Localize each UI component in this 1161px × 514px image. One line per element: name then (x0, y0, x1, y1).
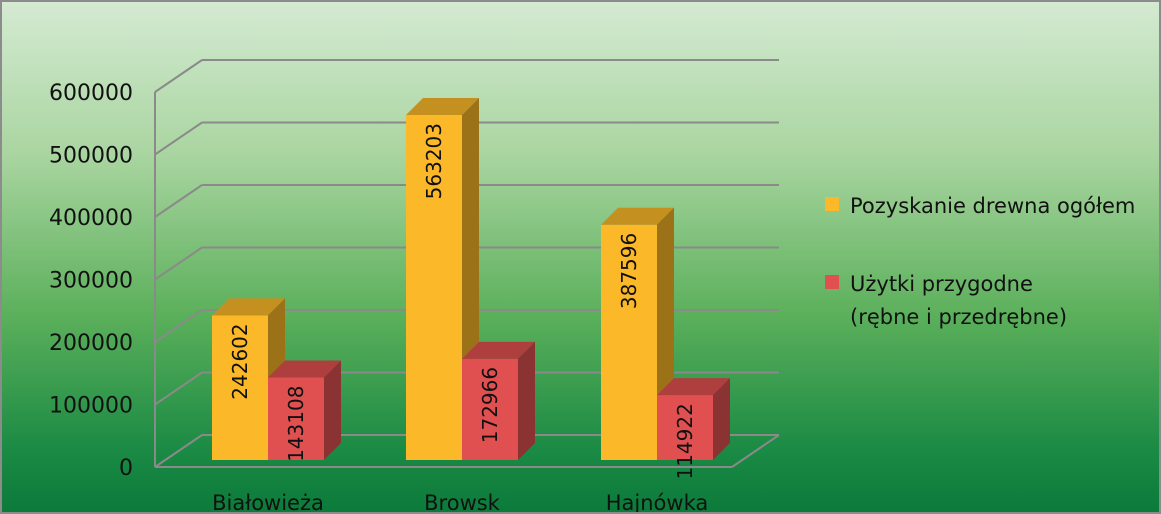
data-label: 563203 (422, 123, 446, 199)
legend-swatch (825, 197, 839, 211)
y-tick-label: 500000 (49, 144, 133, 169)
legend-swatch (825, 275, 839, 289)
gridline-diagonal (155, 373, 202, 405)
y-tick-label: 600000 (49, 81, 133, 106)
legend-label: Pozyskanie drewna ogółem (850, 194, 1135, 218)
y-tick-label: 200000 (49, 331, 133, 356)
data-label: 387596 (617, 233, 641, 309)
x-tick-label: Białowieża (212, 491, 324, 512)
gridline-diagonal (155, 185, 202, 217)
gridline-diagonal (155, 248, 202, 280)
gridline-diagonal (155, 60, 202, 92)
legend-label: (rębne i przedrębne) (850, 305, 1067, 329)
y-tick-label: 0 (119, 456, 133, 481)
data-label: 172966 (478, 367, 502, 443)
data-label: 143108 (284, 386, 308, 462)
floor-edge-diagonal (732, 435, 779, 467)
y-tick-label: 400000 (49, 206, 133, 231)
bar-side (324, 361, 341, 460)
gridline-diagonal (155, 435, 202, 467)
x-tick-label: Hajnówka (606, 491, 709, 512)
y-tick-label: 300000 (49, 269, 133, 294)
y-tick-label: 100000 (49, 394, 133, 419)
bar-side (518, 342, 535, 460)
gridline-diagonal (155, 310, 202, 342)
gridline-diagonal (155, 123, 202, 155)
data-label: 242602 (228, 323, 252, 399)
legend-label: Użytki przygodne (850, 272, 1033, 296)
data-label: 114922 (673, 403, 697, 479)
x-tick-label: Browsk (424, 491, 501, 512)
